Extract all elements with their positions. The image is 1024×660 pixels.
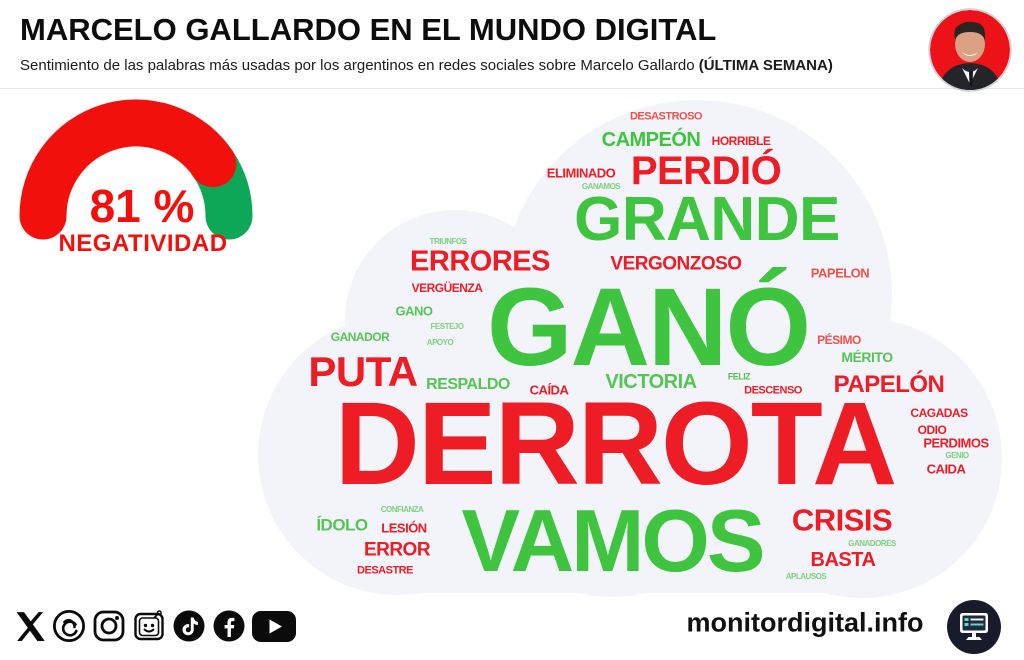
- cloud-word: VERGONZOSO: [610, 253, 742, 275]
- cloud-word: BASTA: [810, 549, 876, 571]
- page-subtitle: Sentimiento de las palabras más usadas p…: [20, 57, 833, 74]
- subtitle-bold: (ÚLTIMA SEMANA): [698, 57, 833, 74]
- cloud-word: MÉRITO: [841, 349, 893, 365]
- cloud-word: PERDIÓ: [630, 149, 782, 193]
- cloud-shape: [502, 100, 892, 490]
- cloud-word: APLAUSOS: [785, 572, 827, 581]
- cloud-word: PAPELÓN: [833, 371, 945, 398]
- cloud-word: CAGADAS: [910, 406, 968, 420]
- cloud-word: HORRIBLE: [711, 134, 771, 148]
- header-divider: [0, 88, 1024, 89]
- negativity-gauge: 81 % NEGATIVIDAD: [18, 98, 268, 268]
- cloud-word: GANÓ: [487, 266, 811, 389]
- cloud-word: PUTA: [308, 348, 418, 395]
- cloud-word: GANO: [395, 303, 434, 319]
- cloud-word: DESASTROSO: [629, 110, 703, 123]
- social-icons-row: [14, 606, 297, 646]
- cloud-word: CAIDA: [926, 461, 966, 477]
- cloud-shape: [477, 327, 747, 597]
- gauge-caption: NEGATIVIDAD: [58, 230, 228, 257]
- cloud-shape: [345, 210, 565, 430]
- avatar-photo: [928, 8, 1012, 92]
- cloud-word: DESASTRE: [357, 564, 413, 577]
- cloud-word: GRANDE: [574, 185, 840, 254]
- cloud-word: GENIO: [945, 451, 969, 460]
- x-icon[interactable]: [14, 610, 47, 643]
- site-name[interactable]: monitordigital.info: [686, 607, 924, 638]
- cloud-word: PÉSIMO: [817, 333, 861, 347]
- site-logo: [946, 599, 1002, 655]
- instagram-icon[interactable]: [91, 608, 127, 644]
- cloud-word: GANAMOS: [581, 182, 621, 191]
- cloud-word: LESIÓN: [381, 520, 427, 536]
- monitor-icon: [947, 600, 1001, 654]
- cloud-word: ERRORES: [410, 245, 550, 278]
- cloud-word: DESCENSO: [744, 384, 802, 397]
- cloud-word: ERROR: [363, 539, 431, 561]
- cloud-word: PERDIMOS: [923, 435, 989, 451]
- facebook-icon[interactable]: [211, 608, 247, 644]
- cloud-word: GANADORES: [848, 539, 896, 548]
- cloud-word: ÍDOLO: [316, 515, 368, 535]
- cloud-word: CAMPEÓN: [601, 129, 701, 151]
- cloud-word: CRISIS: [791, 502, 893, 538]
- gauge-arc: [19, 99, 253, 240]
- cloud-word: TRIUNFOS: [429, 237, 467, 246]
- cloud-shape: [722, 318, 1002, 598]
- cloud-word: VERGÜENZA: [411, 281, 483, 295]
- cloud-word: RESPALDO: [426, 376, 510, 393]
- reddit-icon[interactable]: [131, 608, 167, 644]
- youtube-icon[interactable]: [251, 610, 297, 643]
- cloud-word: CAÍDA: [529, 382, 569, 398]
- subtitle-text: Sentimiento de las palabras más usadas p…: [20, 57, 699, 74]
- cloud-word: APOYO: [426, 338, 454, 347]
- cloud-word: PAPELON: [810, 265, 870, 281]
- threads-icon[interactable]: [51, 608, 87, 644]
- gauge-value: 81 %: [89, 180, 195, 232]
- tiktok-icon[interactable]: [171, 608, 207, 644]
- cloud-word: ODIO: [917, 423, 947, 437]
- cloud-word: DERROTA: [334, 378, 898, 510]
- cloud-word: GANADOR: [330, 330, 390, 344]
- page-title: MARCELO GALLARDO EN EL MUNDO DIGITAL: [20, 12, 717, 47]
- cloud-word: ELIMINADO: [546, 165, 616, 181]
- cloud-shape: [300, 380, 950, 593]
- cloud-word: FESTEJO: [430, 322, 464, 331]
- cloud-word: VAMOS: [461, 491, 765, 590]
- cloud-word: VICTORIA: [605, 371, 697, 393]
- cloud-word: CONFIANZA: [380, 505, 424, 514]
- avatar: [928, 8, 1012, 92]
- cloud-word: FELIZ: [727, 371, 751, 382]
- cloud-shape: [258, 315, 538, 595]
